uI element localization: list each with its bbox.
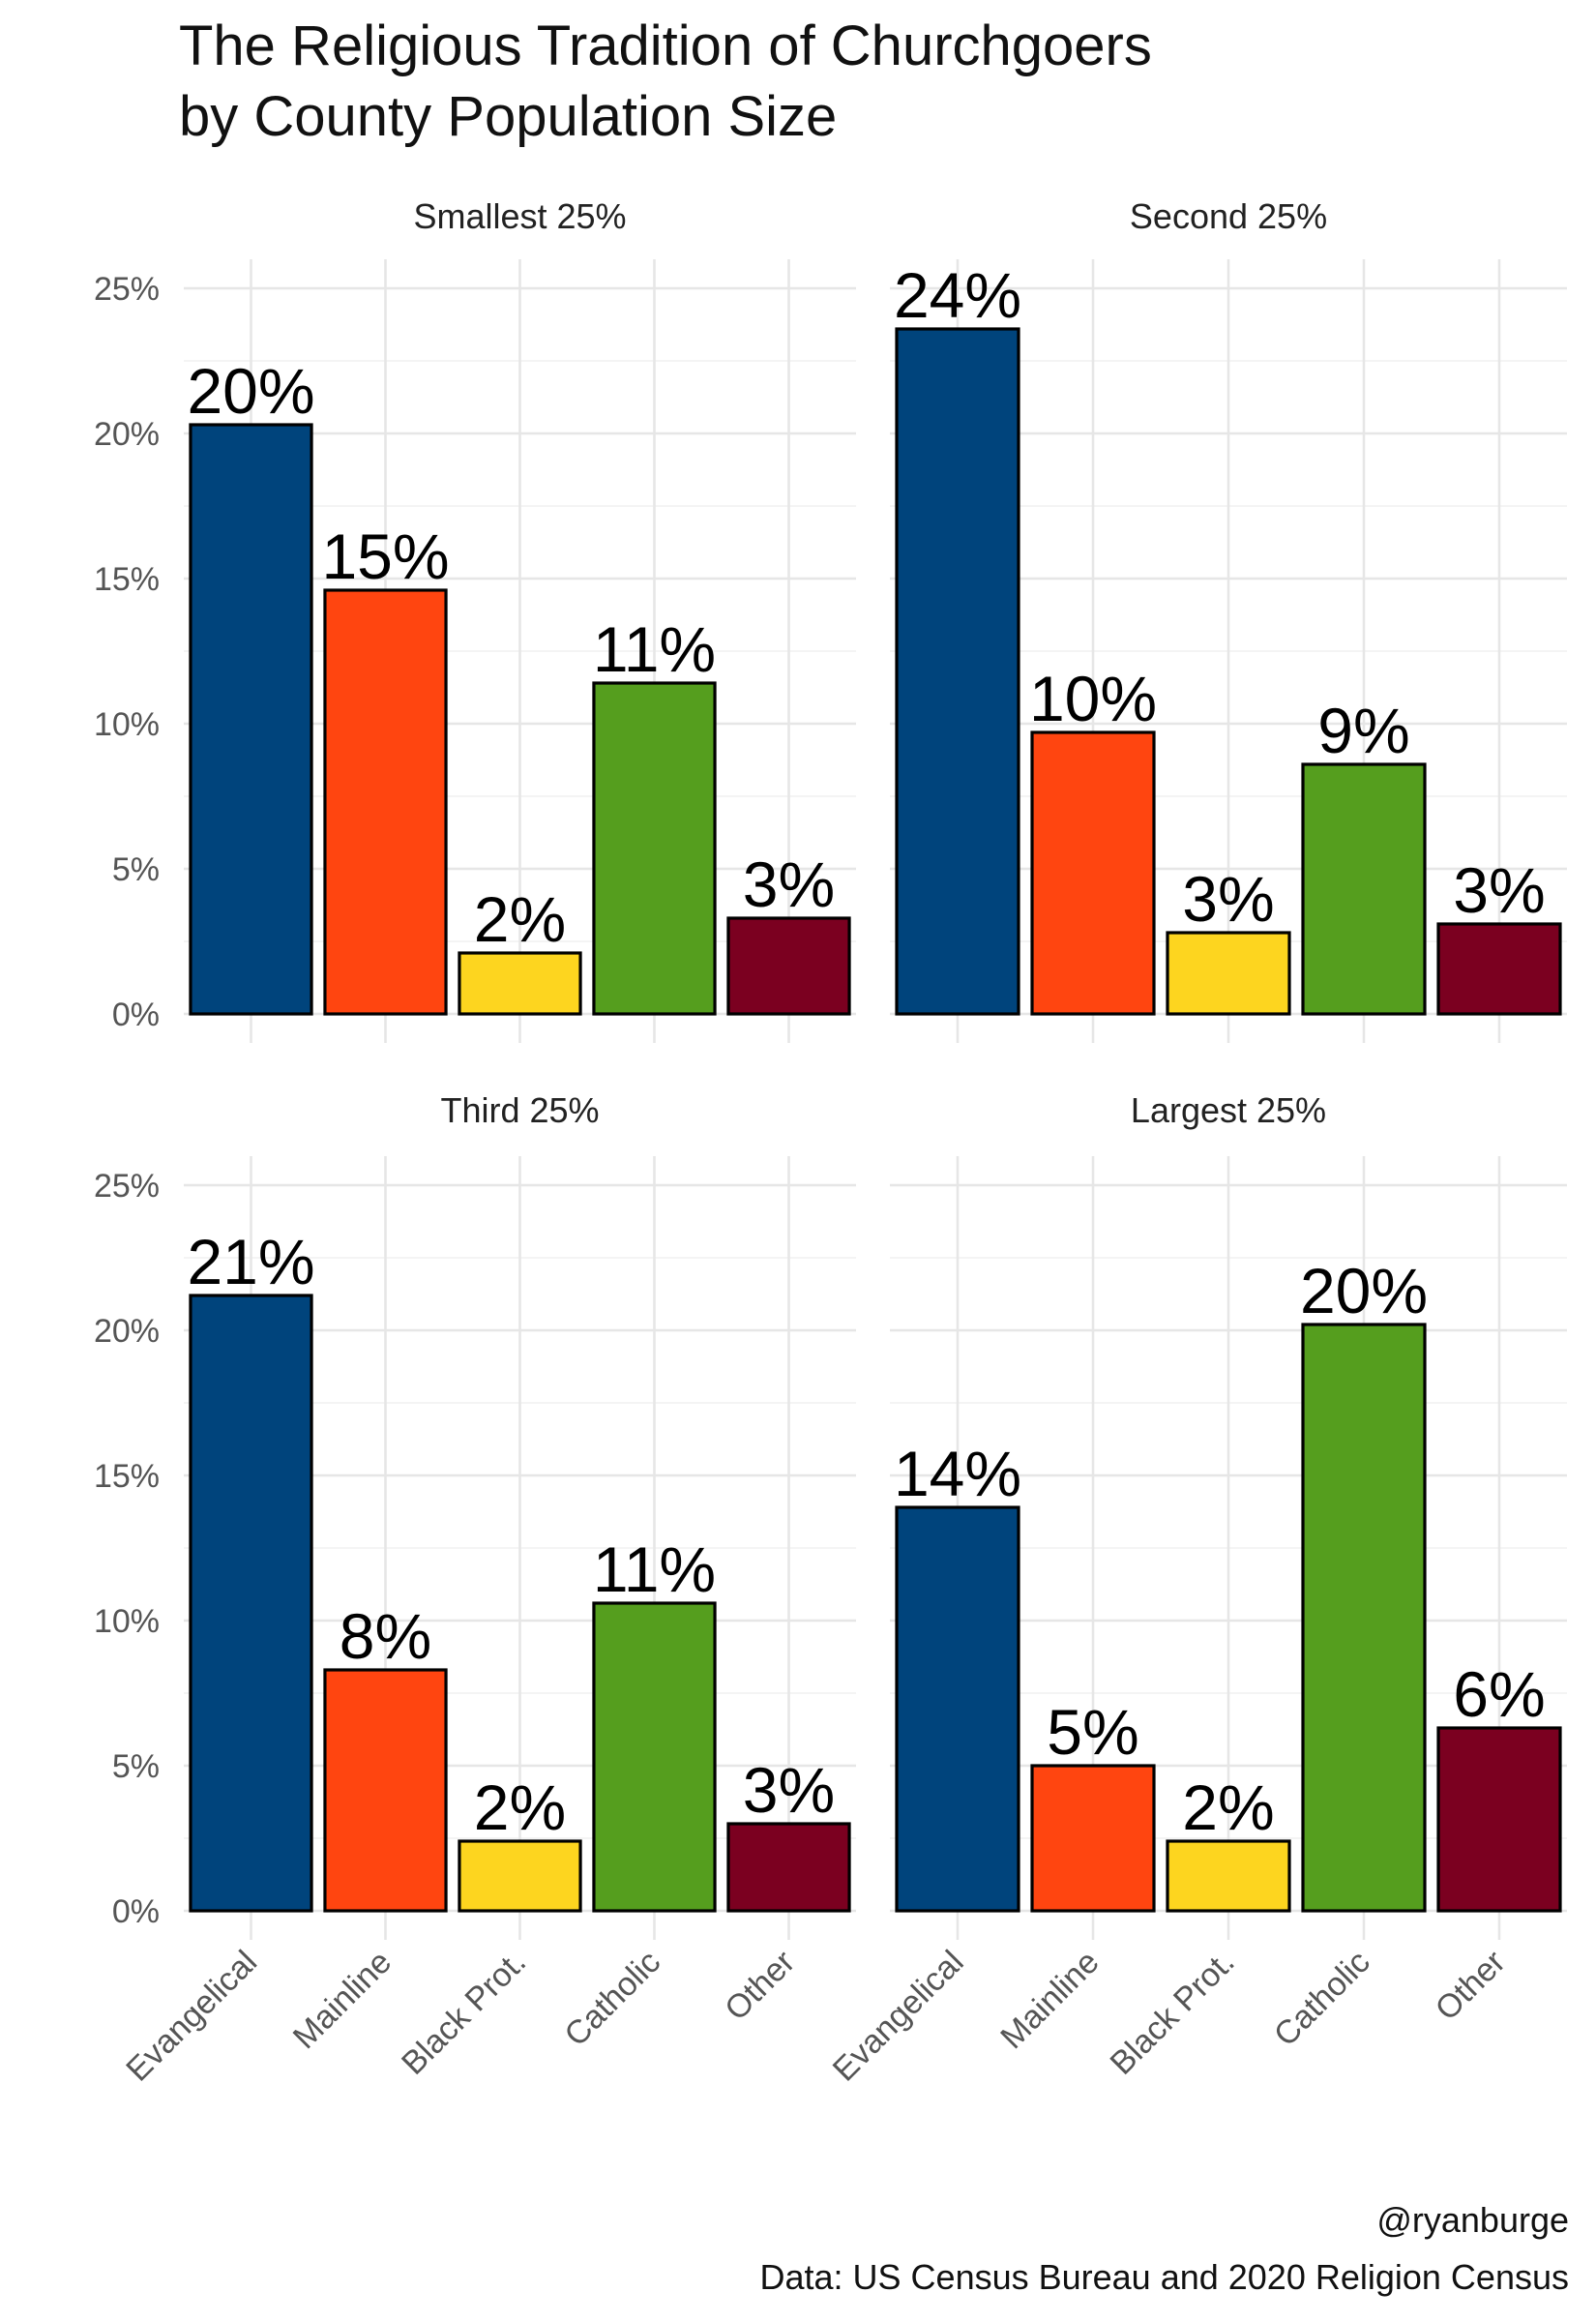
chart-title-line-1: The Religious Tradition of Churchgoers bbox=[179, 15, 1152, 77]
panel-second-25: Second 25% 24% 10% 3% 9% 3% bbox=[890, 196, 1567, 1043]
x-tick-label-evangelical: Evangelical bbox=[826, 1944, 971, 2089]
y-tick-label: 15% bbox=[94, 1458, 160, 1495]
bar-other bbox=[726, 1822, 851, 1913]
bar-mainline bbox=[1030, 1764, 1156, 1913]
x-tick-label-black-prot: Black Prot. bbox=[1104, 1944, 1242, 2082]
y-tick-label: 25% bbox=[94, 271, 160, 308]
bar-catholic bbox=[592, 681, 717, 1016]
x-tick-label-evangelical: Evangelical bbox=[119, 1944, 264, 2089]
x-tick-label-mainline: Mainline bbox=[286, 1944, 399, 2056]
facet-title-smallest-25: Smallest 25% bbox=[413, 196, 626, 236]
bar-black-prot bbox=[458, 951, 582, 1016]
bar-mainline bbox=[323, 588, 448, 1016]
y-tick-label: 10% bbox=[94, 706, 160, 743]
data-label-black-prot: 2% bbox=[474, 883, 566, 955]
bar-catholic bbox=[592, 1601, 717, 1913]
data-label-catholic: 9% bbox=[1317, 695, 1409, 766]
data-label-other: 6% bbox=[1453, 1658, 1545, 1730]
bar-evangelical bbox=[189, 1294, 313, 1913]
y-tick-label: 15% bbox=[94, 561, 160, 598]
facet-title-second-25: Second 25% bbox=[1130, 196, 1327, 236]
x-tick-label-other: Other bbox=[1429, 1944, 1513, 2028]
y-tick-label: 5% bbox=[112, 851, 160, 888]
y-tick-label: 10% bbox=[94, 1603, 160, 1640]
caption-handle: @ryanburge bbox=[1376, 2200, 1569, 2240]
data-label-other: 3% bbox=[743, 848, 835, 920]
bar-evangelical bbox=[189, 423, 313, 1016]
y-tick-label: 20% bbox=[94, 1313, 160, 1350]
bar-other bbox=[726, 916, 851, 1016]
data-label-evangelical: 14% bbox=[894, 1438, 1021, 1509]
chart-title: The Religious Tradition of Churchgoers b… bbox=[179, 15, 1167, 148]
bar-black-prot bbox=[1166, 931, 1291, 1016]
data-label-other: 3% bbox=[1453, 854, 1545, 926]
x-tick-label-black-prot: Black Prot. bbox=[395, 1944, 533, 2082]
bar-other bbox=[1436, 922, 1562, 1016]
facet-panels: 0% 5% 10% 15% 20% 25% Smallest 25% 20% 15% 2% 11% 3… bbox=[94, 196, 1567, 2089]
y-tick-label: 5% bbox=[112, 1748, 160, 1785]
x-tick-label-catholic: Catholic bbox=[557, 1944, 667, 2054]
data-label-mainline: 8% bbox=[340, 1600, 431, 1672]
bar-black-prot bbox=[458, 1839, 582, 1913]
bar-black-prot bbox=[1166, 1839, 1291, 1913]
bar-other bbox=[1436, 1726, 1562, 1913]
bar-catholic bbox=[1301, 1323, 1427, 1913]
data-label-evangelical: 21% bbox=[187, 1226, 314, 1297]
x-tick-label-catholic: Catholic bbox=[1267, 1944, 1377, 2054]
y-tick-label: 0% bbox=[112, 997, 160, 1033]
y-tick-label: 0% bbox=[112, 1893, 160, 1930]
bar-catholic bbox=[1301, 762, 1427, 1016]
bar-evangelical bbox=[895, 1505, 1020, 1913]
y-tick-label: 25% bbox=[94, 1168, 160, 1205]
panel-third-25: 0% 5% 10% 15% 20% 25% Third 25% 21% 8% 2% 11% 3% Eva… bbox=[94, 1090, 856, 2089]
facet-title-third-25: Third 25% bbox=[440, 1090, 599, 1130]
x-tick-label-mainline: Mainline bbox=[993, 1944, 1106, 2056]
data-label-black-prot: 2% bbox=[1182, 1771, 1274, 1843]
data-label-other: 3% bbox=[743, 1754, 835, 1826]
data-label-catholic: 11% bbox=[593, 1533, 716, 1605]
data-label-catholic: 11% bbox=[593, 613, 716, 685]
x-tick-label-other: Other bbox=[718, 1944, 802, 2028]
panel-smallest-25: 0% 5% 10% 15% 20% 25% Smallest 25% 20% 15% 2% 11% 3… bbox=[94, 196, 856, 1043]
bar-evangelical bbox=[895, 327, 1020, 1016]
data-label-catholic: 20% bbox=[1300, 1255, 1428, 1326]
bar-mainline bbox=[323, 1668, 448, 1913]
caption-source: Data: US Census Bureau and 2020 Religion… bbox=[759, 2257, 1569, 2297]
data-label-black-prot: 3% bbox=[1182, 863, 1274, 935]
y-tick-label: 20% bbox=[94, 416, 160, 453]
data-label-mainline: 15% bbox=[321, 521, 449, 592]
data-label-mainline: 5% bbox=[1047, 1696, 1138, 1768]
bar-mainline bbox=[1030, 730, 1156, 1016]
data-label-mainline: 10% bbox=[1029, 663, 1157, 734]
data-label-evangelical: 20% bbox=[187, 355, 314, 427]
panel-largest-25: Largest 25% 14% 5% 2% 20% 6% Evangelical Mainli… bbox=[826, 1090, 1567, 2089]
chart-title-line-2: by County Population Size bbox=[179, 85, 837, 148]
data-label-evangelical: 24% bbox=[894, 259, 1021, 331]
data-label-black-prot: 2% bbox=[474, 1771, 566, 1843]
facet-title-largest-25: Largest 25% bbox=[1131, 1090, 1326, 1130]
